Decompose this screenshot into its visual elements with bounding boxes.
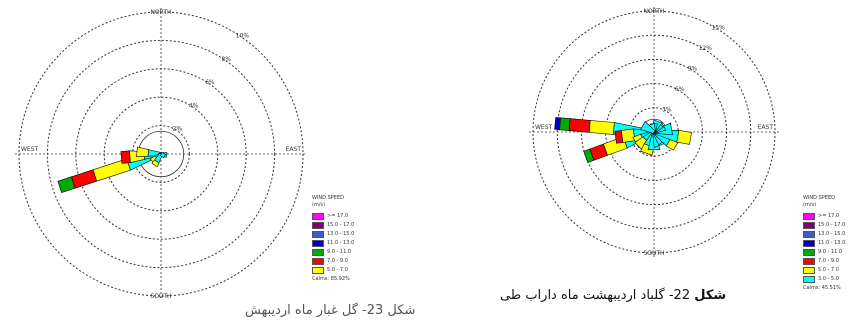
legend-right: WIND SPEED (m/s) >= 17.0 15.0 - 17.0 13.0 … bbox=[803, 196, 862, 291]
legend-swatch bbox=[803, 267, 815, 274]
figure-caption-23: شکل 23- گل غبار ماه اردیبهش bbox=[245, 303, 415, 318]
legend-label: 11.0 - 13.0 bbox=[327, 240, 355, 246]
legend-swatch bbox=[312, 258, 324, 265]
legend-item: 13.0 - 15.0 bbox=[312, 230, 364, 239]
legend-swatch bbox=[312, 213, 324, 220]
legend-item: >= 17.0 bbox=[312, 212, 364, 221]
wind-rose-right: NORTH SOUTH EAST WEST 3% 6% 9% 12% 15% bbox=[529, 7, 779, 257]
caption-number: 22 bbox=[673, 288, 691, 303]
petal-0-segment-1 bbox=[588, 120, 615, 135]
legend-label: >= 17.0 bbox=[818, 213, 840, 219]
legend-swatch bbox=[803, 240, 815, 247]
legend-label: 5.0 - 7.0 bbox=[818, 267, 839, 273]
legend-item: 5.0 - 7.0 bbox=[312, 266, 364, 275]
legend-title: WIND SPEED bbox=[803, 195, 835, 201]
legend-item: 11.0 - 13.0 bbox=[312, 239, 364, 248]
petal-0-segment-4 bbox=[554, 117, 561, 131]
ring-label-0: 3% bbox=[662, 106, 672, 113]
legend-calms: Calms: 45.51% bbox=[803, 285, 841, 291]
petal-0-segment-3 bbox=[559, 117, 571, 131]
legend-item: 9.0 - 11.0 bbox=[803, 248, 862, 257]
petal-1-segment-2 bbox=[120, 150, 131, 164]
legend-item: 5.0 - 7.0 bbox=[803, 266, 862, 275]
legend-unit: (m/s) bbox=[312, 202, 326, 208]
ring-label-2: 9% bbox=[688, 65, 698, 72]
petal-10-segment-1 bbox=[676, 129, 692, 145]
ring-label-1: 4% bbox=[189, 102, 199, 109]
legend-rows: >= 17.0 15.0 - 17.0 13.0 - 15.0 11.0 - 13.0… bbox=[803, 212, 862, 284]
legend-item: 11.0 - 13.0 bbox=[803, 239, 862, 248]
east-label: EAST bbox=[758, 124, 774, 131]
north-label: NORTH bbox=[643, 8, 664, 15]
legend-label: 9.0 - 11.0 bbox=[327, 249, 352, 255]
legend-swatch bbox=[312, 249, 324, 256]
petal-0-segment-3 bbox=[57, 176, 76, 193]
petal-6-segment-0 bbox=[159, 152, 167, 159]
east-label: EAST bbox=[286, 146, 302, 153]
legend-swatch bbox=[312, 267, 324, 274]
ring-label-0: 2% bbox=[173, 126, 183, 133]
legend-swatch bbox=[312, 231, 324, 238]
petal-17-segment-0 bbox=[640, 121, 656, 134]
figure-caption-22: شکل 22- گلباد اردیبهشت ماه داراب طی bbox=[500, 288, 726, 303]
petal-0-segment-2 bbox=[568, 118, 591, 133]
legend-unit: (m/s) bbox=[803, 202, 817, 208]
ring-label-2: 6% bbox=[205, 79, 215, 86]
legend-label: 5.0 - 7.0 bbox=[327, 267, 348, 273]
west-label: WEST bbox=[535, 124, 553, 131]
legend-swatch bbox=[803, 276, 815, 283]
west-label: WEST bbox=[21, 146, 39, 153]
wind-rose-left: NORTH SOUTH EAST WEST 2% 4% 6% 8% 10% bbox=[15, 8, 307, 300]
legend-label: 3.0 - 5.0 bbox=[818, 276, 839, 282]
legend-label: 15.0 - 17.0 bbox=[818, 222, 846, 228]
caption-word: شکل bbox=[694, 288, 727, 303]
legend-swatch bbox=[312, 240, 324, 247]
legend-label: >= 17.0 bbox=[327, 213, 349, 219]
petal-1-segment-3 bbox=[583, 148, 595, 163]
ring-1 bbox=[103, 96, 219, 212]
caption-text: شکل 23- گل غبار ماه اردیبهش bbox=[245, 303, 416, 318]
legend-calms: Calms: 85.92% bbox=[312, 276, 350, 282]
ring-label-3: 8% bbox=[221, 56, 231, 63]
legend-swatch bbox=[803, 231, 815, 238]
legend-item: 3.0 - 5.0 bbox=[803, 275, 862, 284]
legend-swatch bbox=[803, 213, 815, 220]
ring-label-3: 12% bbox=[699, 45, 713, 52]
legend-title: WIND SPEED bbox=[312, 195, 344, 201]
legend-label: 13.0 - 15.0 bbox=[327, 231, 355, 237]
legend-left: WIND SPEED (m/s) >= 17.0 15.0 - 17.0 13.0 … bbox=[312, 196, 364, 282]
south-label: SOUTH bbox=[643, 250, 664, 257]
legend-item: 7.0 - 9.0 bbox=[803, 257, 862, 266]
legend-item: 9.0 - 11.0 bbox=[312, 248, 364, 257]
petal-0-segment-2 bbox=[71, 169, 98, 189]
legend-swatch bbox=[803, 249, 815, 256]
legend-label: 11.0 - 13.0 bbox=[818, 240, 846, 246]
legend-label: 9.0 - 11.0 bbox=[818, 249, 843, 255]
south-label: SOUTH bbox=[150, 293, 171, 300]
petal-2-segment-2 bbox=[614, 130, 624, 144]
legend-swatch bbox=[803, 258, 815, 265]
legend-item: >= 17.0 bbox=[803, 212, 862, 221]
legend-label: 13.0 - 15.0 bbox=[818, 231, 846, 237]
legend-item: 15.0 - 17.0 bbox=[803, 221, 862, 230]
legend-label: 15.0 - 17.0 bbox=[327, 222, 355, 228]
north-label: NORTH bbox=[150, 9, 171, 16]
caption-text: - گلباد اردیبهشت ماه داراب طی bbox=[500, 288, 674, 303]
legend-label: 7.0 - 9.0 bbox=[327, 258, 348, 264]
legend-item: 15.0 - 17.0 bbox=[312, 221, 364, 230]
ring-label-4: 15% bbox=[711, 24, 725, 31]
petal-4-segment-1 bbox=[151, 159, 160, 168]
petal-2-segment-1 bbox=[620, 128, 636, 143]
legend-label: 7.0 - 9.0 bbox=[818, 258, 839, 264]
legend-swatch bbox=[312, 222, 324, 229]
legend-rows: >= 17.0 15.0 - 17.0 13.0 - 15.0 11.0 - 13.0… bbox=[312, 212, 364, 275]
ring-label-4: 10% bbox=[236, 33, 250, 40]
legend-item: 7.0 - 9.0 bbox=[312, 257, 364, 266]
legend-swatch bbox=[803, 222, 815, 229]
legend-item: 13.0 - 15.0 bbox=[803, 230, 862, 239]
petal-2-segment-1 bbox=[136, 146, 149, 158]
ring-label-1: 6% bbox=[675, 86, 685, 93]
